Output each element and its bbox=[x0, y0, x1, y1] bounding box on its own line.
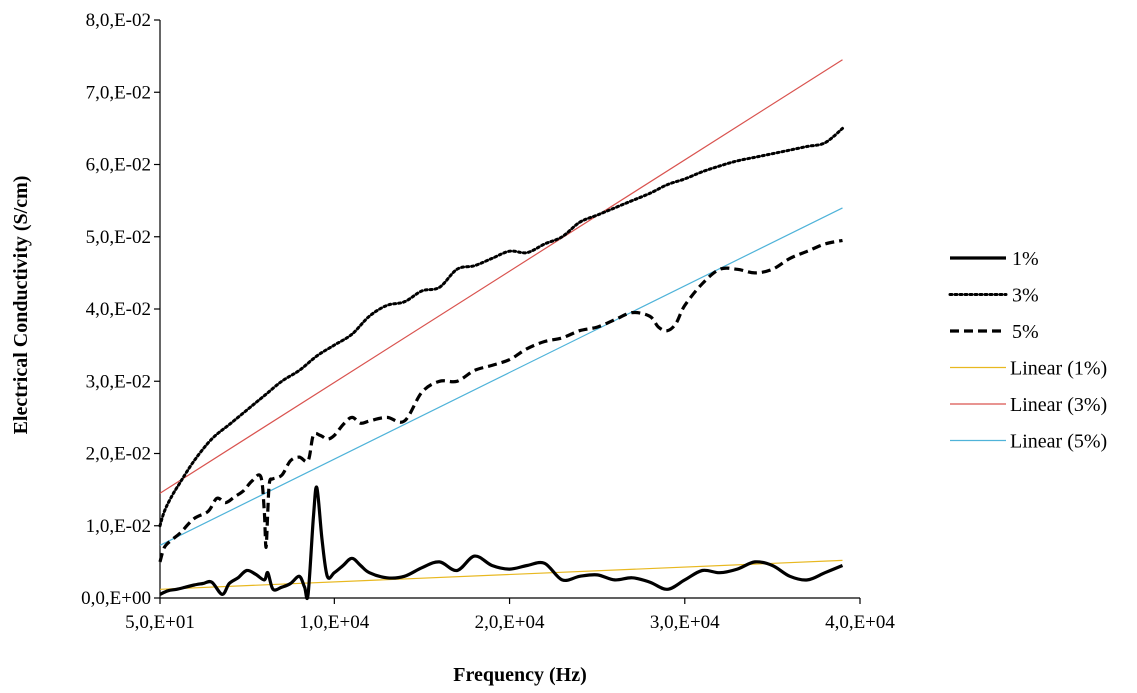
series-line-5 bbox=[158, 238, 843, 563]
legend-label: 3% bbox=[1012, 285, 1039, 307]
legend-label: Linear (1%) bbox=[1010, 358, 1107, 380]
y-ticks: 0,0,E+00 1,0,E-02 2,0,E-02 3,0,E-02 4,0,E-02… bbox=[81, 10, 160, 609]
x-tick-label: 4,0,E+04 bbox=[825, 612, 895, 633]
x-tick-label: 2,0,E+04 bbox=[475, 612, 545, 633]
x-ticks: 5,0,E+01 1,0,E+04 2,0,E+04 3,0,E+04 4,0,E+04 bbox=[125, 598, 895, 633]
y-tick-label: 0,0,E+00 bbox=[81, 588, 151, 609]
y-tick-label: 1,0,E-02 bbox=[86, 516, 151, 537]
y-tick-label: 7,0,E-02 bbox=[86, 82, 151, 103]
y-tick-label: 3,0,E-02 bbox=[86, 371, 151, 392]
series-line-linear-3 bbox=[159, 59, 843, 494]
plot-series bbox=[158, 59, 844, 601]
series-line-linear-5 bbox=[159, 207, 843, 546]
legend-label: Linear (5%) bbox=[1010, 431, 1107, 453]
x-tick-label: 1,0,E+04 bbox=[299, 612, 369, 633]
series-line-3 bbox=[158, 126, 844, 528]
y-tick-label: 6,0,E-02 bbox=[86, 155, 151, 176]
y-tick-label: 2,0,E-02 bbox=[86, 444, 151, 465]
y-tick-label: 8,0,E-02 bbox=[86, 10, 151, 31]
legend-label: Linear (3%) bbox=[1010, 394, 1107, 416]
x-tick-label: 5,0,E+01 bbox=[125, 612, 195, 633]
y-tick-label: 4,0,E-02 bbox=[86, 299, 151, 320]
y-axis-title: Electrical Conductivity (S/cm) bbox=[10, 176, 32, 435]
y-tick-label: 5,0,E-02 bbox=[86, 227, 151, 248]
x-tick-label: 3,0,E+04 bbox=[650, 612, 720, 633]
series-line-1 bbox=[159, 485, 844, 601]
legend-label: 1% bbox=[1012, 248, 1039, 270]
legend-label: 5% bbox=[1012, 321, 1039, 343]
series-line-linear-1 bbox=[159, 559, 843, 590]
axes bbox=[159, 20, 860, 599]
x-axis-title: Frequency (Hz) bbox=[453, 664, 587, 686]
legend: 1% 3% 5% Linear (1%) Linear (3%) Linear (5%) bbox=[948, 248, 1107, 453]
